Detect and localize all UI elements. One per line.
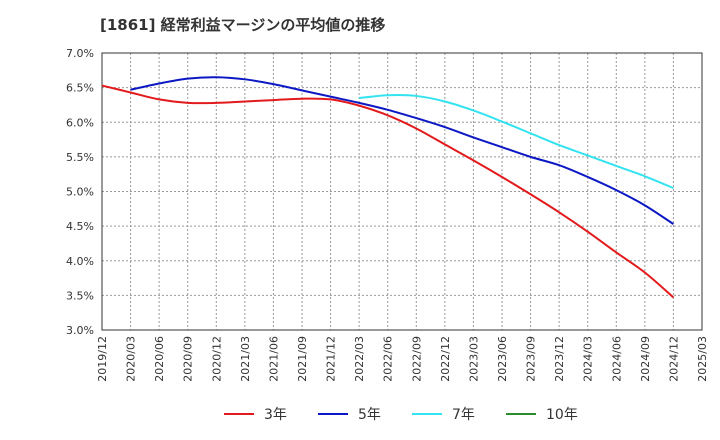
x-tick-label: 2024/09 (639, 336, 652, 382)
legend-swatch-5y (318, 413, 348, 415)
x-tick-label: 2023/12 (553, 336, 566, 382)
x-tick-label: 2020/12 (210, 336, 223, 382)
x-tick-label: 2019/12 (96, 336, 109, 382)
legend-swatch-7y (412, 413, 442, 415)
legend-item-7y: 7年 (412, 404, 475, 424)
legend-item-10y: 10年 (506, 404, 578, 424)
x-tick-label: 2021/12 (325, 336, 338, 382)
x-tick-label: 2020/03 (125, 336, 138, 382)
x-tick-label: 2024/06 (610, 336, 623, 382)
legend-item-5y: 5年 (318, 404, 381, 424)
legend-swatch-3y (224, 413, 254, 415)
legend-item-3y: 3年 (224, 404, 287, 424)
legend-label-3y: 3年 (264, 407, 287, 423)
x-tick-label: 2023/06 (496, 336, 509, 382)
series-line-0 (101, 84, 675, 299)
legend-label-5y: 5年 (358, 407, 381, 423)
x-tick-label: 2022/09 (410, 336, 423, 382)
legend-label-10y: 10年 (546, 407, 578, 423)
y-tick-label: 3.0% (66, 324, 94, 337)
x-tick-label: 2024/12 (667, 336, 680, 382)
line-chart: 3.0% 3.5% 4.0% 4.5% 5.0% 5.5% 6.0% 6.5% 7.0% 2019… (66, 47, 709, 382)
chart-legend: 3年 5年 7年 10年 (0, 404, 720, 426)
series-line-2 (359, 94, 674, 189)
y-tick-label: 6.0% (66, 116, 94, 129)
x-tick-label: 2020/09 (182, 336, 195, 382)
y-tick-label: 6.5% (66, 82, 94, 95)
y-tick-label: 4.0% (66, 255, 94, 268)
y-tick-label: 3.5% (66, 289, 94, 302)
x-tick-label: 2021/06 (267, 336, 280, 382)
x-tick-label: 2021/09 (296, 336, 309, 382)
x-tick-label: 2022/03 (353, 336, 366, 382)
chart-title: [1861] 経常利益マージンの平均値の推移 (100, 16, 386, 34)
x-tick-label: 2024/03 (582, 336, 595, 382)
x-tick-label: 2025/03 (696, 336, 709, 382)
x-tick-label: 2021/03 (239, 336, 252, 382)
legend-label-7y: 7年 (452, 407, 475, 423)
x-tick-label: 2020/06 (153, 336, 166, 382)
x-tick-label: 2023/09 (525, 336, 538, 382)
series-line-1 (130, 76, 674, 225)
y-tick-label: 5.0% (66, 186, 94, 199)
x-tick-label: 2022/12 (439, 336, 452, 382)
plot-frame (101, 52, 703, 331)
x-tick-label: 2022/06 (382, 336, 395, 382)
y-tick-label: 5.5% (66, 151, 94, 164)
y-tick-label: 4.5% (66, 220, 94, 233)
x-tick-label: 2023/03 (467, 336, 480, 382)
y-tick-label: 7.0% (66, 47, 94, 60)
legend-swatch-10y (506, 413, 536, 415)
